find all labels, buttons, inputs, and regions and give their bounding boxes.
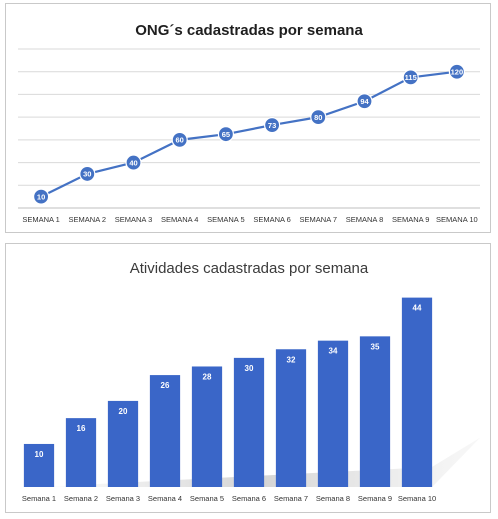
data-label: 30 (245, 364, 254, 373)
data-label: 30 (83, 170, 91, 179)
data-point (402, 69, 419, 86)
x-tick-label: SEMANA 9 (392, 215, 430, 224)
data-point (310, 109, 327, 126)
x-tick-label: Semana 5 (190, 494, 224, 503)
data-point (32, 188, 50, 205)
data-point (217, 126, 234, 143)
x-tick-label: SEMANA 6 (253, 215, 291, 224)
data-label: 60 (176, 136, 184, 145)
bar (191, 366, 223, 487)
bar (233, 357, 265, 487)
data-label: 32 (287, 355, 296, 364)
x-tick-label: Semana 10 (398, 494, 436, 503)
x-tick-label: Semana 2 (64, 494, 98, 503)
line-chart-title: ONG´s cadastradas por semana (135, 22, 363, 39)
data-label: 10 (35, 450, 44, 459)
bar (359, 336, 391, 487)
data-point (356, 93, 373, 110)
x-tick-label: SEMANA 7 (300, 215, 338, 224)
data-label: 28 (203, 372, 212, 381)
x-tick-label: Semana 8 (316, 494, 350, 503)
x-tick-label: SEMANA 3 (115, 215, 153, 224)
data-label: 40 (129, 158, 137, 167)
x-tick-label: SEMANA 10 (436, 215, 478, 224)
x-tick-label: Semana 1 (22, 494, 56, 503)
x-tick-label: SEMANA 8 (346, 215, 384, 224)
bar (317, 340, 349, 487)
data-label: 65 (222, 130, 230, 139)
data-point (125, 154, 142, 171)
data-point (264, 116, 281, 134)
line-chart-panel: ONG´s cadastradas por semana 10 30 40 60 65 7… (5, 3, 491, 233)
x-tick-label: Semana 7 (274, 494, 308, 503)
data-label: 20 (119, 407, 128, 416)
data-label: 34 (329, 347, 338, 356)
data-label: 16 (77, 424, 86, 433)
data-label: 44 (413, 304, 422, 313)
x-tick-label: SEMANA 2 (69, 215, 107, 224)
data-label: 80 (314, 113, 322, 122)
bar (401, 297, 433, 487)
bar (275, 349, 307, 487)
data-label: 94 (360, 97, 369, 106)
bar (23, 443, 55, 487)
x-tick-label: Semana 6 (232, 494, 266, 503)
x-tick-label: Semana 9 (358, 494, 392, 503)
data-label: 35 (371, 342, 380, 351)
bar-chart-title: Atividades cadastradas por semana (130, 260, 369, 277)
data-label: 10 (37, 192, 45, 201)
bar (65, 418, 97, 487)
data-point (79, 165, 96, 183)
data-point (171, 131, 188, 148)
x-tick-label: Semana 4 (148, 494, 182, 503)
series-line (40, 70, 458, 198)
x-tick-label: SEMANA 4 (161, 215, 199, 224)
line-chart: ONG´s cadastradas por semana 10 30 40 60 65 7… (18, 22, 480, 224)
bar-chart: Atividades cadastradas por semana 10 16 20… (22, 260, 481, 503)
data-label: 115 (405, 73, 417, 82)
x-tick-label: Semana 3 (106, 494, 140, 503)
bar (149, 375, 181, 487)
bar (107, 400, 139, 487)
data-label: 120 (451, 67, 464, 76)
data-label: 73 (268, 121, 276, 130)
data-point (448, 63, 465, 80)
bar-chart-panel: Atividades cadastradas por semana 10 16 20… (5, 243, 491, 513)
x-tick-label: SEMANA 1 (22, 215, 60, 224)
data-label: 26 (161, 381, 170, 390)
x-tick-label: SEMANA 5 (207, 215, 245, 224)
